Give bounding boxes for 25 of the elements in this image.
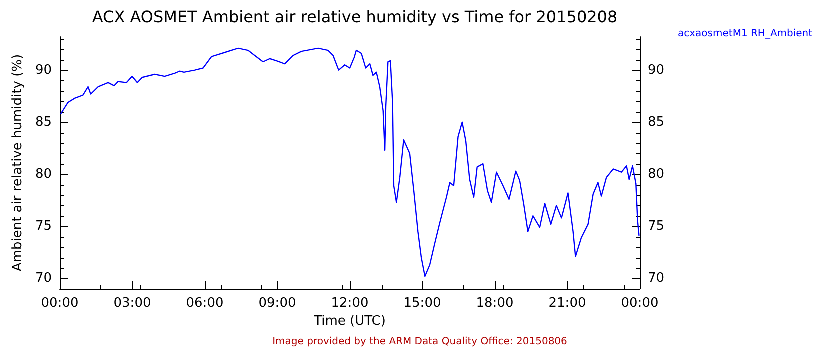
y-tick-label: 75: [35, 219, 52, 234]
y-tick-label: 85: [35, 114, 52, 130]
y-tick-label: 80: [35, 166, 52, 182]
y2-tick-label: 75: [648, 219, 665, 234]
y-tick-label: 70: [35, 271, 52, 286]
y2-tick-label: 90: [648, 62, 665, 78]
x-tick-label: 00:00: [41, 296, 79, 311]
x-tick-label: 09:00: [258, 296, 296, 311]
x-tick-label: 15:00: [404, 296, 442, 311]
y2-tick-label: 85: [648, 114, 665, 130]
x-tick-label: 12:00: [331, 296, 369, 311]
x-tick-label: 00:00: [621, 296, 659, 311]
y-tick-label: 90: [35, 62, 52, 78]
y2-tick-label: 80: [648, 166, 665, 182]
x-tick-label: 21:00: [548, 296, 586, 311]
y-axis-title: Ambient air relative humidity (%): [10, 54, 26, 272]
x-axis-title: Time (UTC): [313, 314, 386, 329]
text: acxaosmetM1 RH_Ambient: [678, 28, 813, 40]
line-series: [60, 48, 640, 278]
y2-tick-label: 70: [648, 271, 665, 286]
text: Image provided by the ARM Data Quality Office: 20150806: [272, 336, 568, 348]
x-tick-label: 03:00: [114, 296, 152, 311]
x-tick-label: 06:00: [186, 296, 224, 311]
chart-title: ACX AOSMET Ambient air relative humidity vs Time for 20150208: [92, 8, 618, 26]
x-tick-label: 18:00: [476, 296, 514, 311]
